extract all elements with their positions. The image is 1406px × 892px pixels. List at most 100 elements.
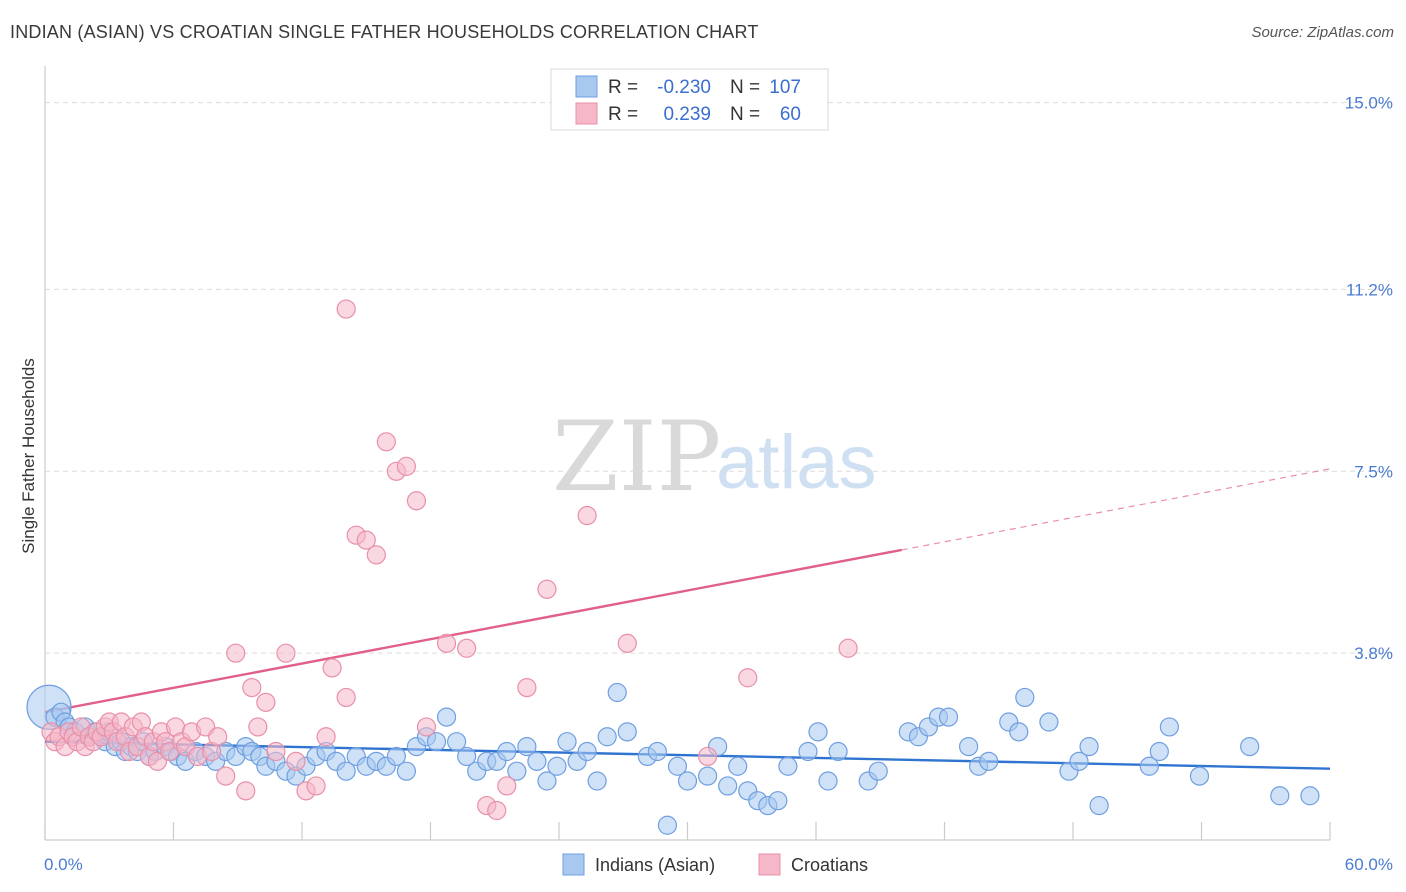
data-point — [396, 456, 417, 476]
data-point — [838, 638, 858, 658]
data-point — [1240, 736, 1260, 757]
data-point — [497, 741, 517, 762]
data-point — [242, 677, 262, 698]
data-point — [979, 751, 999, 771]
data-point — [226, 643, 246, 663]
data-point — [557, 732, 577, 752]
legend-n-label: N = — [730, 77, 760, 98]
data-point — [607, 682, 627, 703]
data-point — [778, 756, 798, 776]
data-point — [276, 643, 296, 663]
legend-r-label: R = — [608, 77, 638, 98]
data-point — [248, 717, 268, 737]
data-point — [647, 741, 667, 762]
data-point — [507, 761, 527, 781]
y-tick-label: 15.0% — [1345, 94, 1393, 113]
data-point — [1089, 795, 1109, 816]
data-point — [657, 815, 678, 835]
data-point — [306, 776, 326, 796]
data-point — [336, 761, 356, 781]
data-point — [316, 727, 336, 747]
x-tick-label: 0.0% — [44, 855, 83, 874]
data-point — [487, 800, 507, 821]
data-point — [266, 741, 286, 762]
x-tick-label: 60.0% — [1345, 855, 1393, 874]
data-point — [286, 751, 306, 771]
bottom-legend: Indians (Asian) Croatians — [562, 853, 868, 876]
bottom-legend-label: Indians (Asian) — [595, 855, 715, 875]
data-point — [236, 781, 256, 801]
data-point — [537, 771, 557, 791]
chart-title: INDIAN (ASIAN) VS CROATIAN SINGLE FATHER… — [10, 22, 759, 42]
data-point — [768, 791, 788, 811]
data-point — [697, 746, 718, 767]
data-point — [436, 707, 457, 727]
data-points — [26, 299, 1320, 835]
data-point — [1009, 722, 1029, 742]
data-point — [577, 741, 597, 762]
y-tick-label: 3.8% — [1354, 644, 1393, 663]
data-point — [617, 722, 637, 742]
data-point — [497, 776, 517, 796]
data-point — [416, 717, 437, 737]
data-point — [958, 736, 979, 757]
legend-n-value: 107 — [769, 77, 801, 98]
data-point — [828, 741, 848, 762]
legend-r-value: -0.230 — [657, 77, 711, 98]
trend-line-extension — [901, 468, 1331, 551]
bottom-legend-swatch — [758, 853, 781, 876]
data-point — [527, 751, 547, 771]
series-indians-asian — [26, 682, 1320, 835]
data-point — [718, 776, 738, 796]
data-point — [808, 722, 828, 742]
data-point — [436, 633, 457, 653]
data-point — [1039, 712, 1059, 732]
data-point — [617, 633, 637, 653]
data-point — [597, 727, 617, 747]
bottom-legend-swatch — [562, 853, 585, 876]
data-point — [457, 746, 477, 767]
legend-r-value: 0.239 — [663, 104, 711, 125]
data-point — [818, 771, 838, 791]
data-point — [376, 432, 396, 452]
data-point — [1270, 786, 1290, 806]
series-croatians — [41, 299, 858, 821]
x-tick-labels: 0.0% 60.0% — [44, 855, 1393, 874]
watermark-zip: ZIP — [552, 401, 721, 513]
bottom-legend-label: Croatians — [791, 855, 868, 875]
data-point — [386, 746, 406, 767]
data-point — [457, 638, 477, 658]
data-point — [256, 692, 276, 712]
legend-swatch — [575, 75, 598, 98]
data-point — [1189, 766, 1210, 786]
data-point — [1139, 756, 1159, 776]
data-point — [1159, 717, 1179, 737]
data-point — [577, 505, 597, 526]
data-point — [322, 658, 342, 678]
y-tick-label: 7.5% — [1354, 462, 1393, 481]
data-point — [1079, 736, 1099, 757]
data-point — [216, 766, 236, 786]
data-point — [517, 677, 537, 698]
data-point — [396, 761, 417, 781]
legend-box: R = -0.230 N = 107 R = 0.239 N = 60 — [550, 68, 829, 131]
trend-lines — [44, 468, 1331, 770]
legend-n-label: N = — [730, 104, 760, 125]
data-point — [1149, 741, 1169, 762]
data-point — [406, 491, 427, 511]
gridlines — [45, 102, 1392, 654]
legend-r-label: R = — [608, 104, 638, 125]
data-point — [868, 761, 888, 781]
data-point — [1300, 786, 1320, 806]
data-point — [1069, 751, 1089, 771]
data-point — [1015, 687, 1035, 708]
data-point — [677, 771, 698, 791]
data-point — [587, 771, 607, 791]
y-tick-labels: 3.8% 7.5% 11.2% 15.0% — [1345, 94, 1393, 664]
legend-swatch — [575, 102, 598, 125]
y-tick-label: 11.2% — [1346, 280, 1393, 299]
data-point — [356, 530, 376, 550]
data-point — [336, 687, 356, 708]
data-point — [426, 732, 447, 752]
source-credit: Source: ZipAtlas.com — [1251, 24, 1394, 41]
